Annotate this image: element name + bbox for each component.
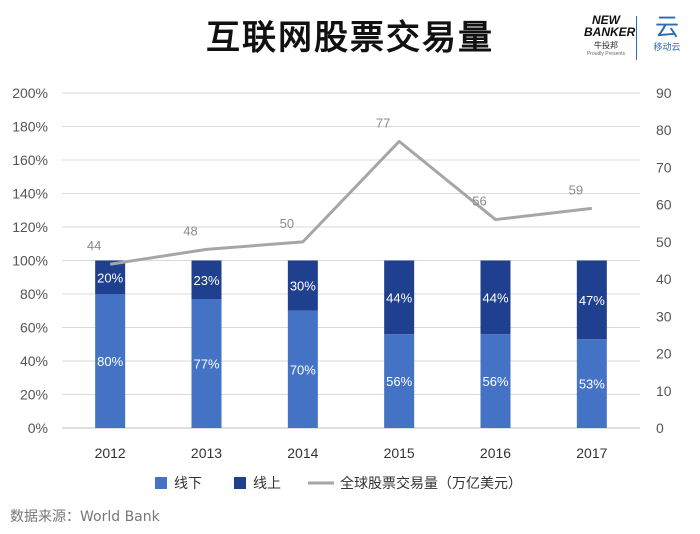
- y-right-tick-label: 10: [656, 383, 672, 399]
- y-left-tick-label: 200%: [12, 85, 48, 101]
- bar-online: [576, 260, 607, 340]
- x-tick-label: 2013: [191, 445, 222, 461]
- legend-label-line: 全球股票交易量（万亿美元）: [340, 475, 522, 492]
- bar-offline-label: 56%: [386, 374, 412, 389]
- x-tick-label: 2012: [95, 445, 126, 461]
- x-tick-label: 2017: [576, 445, 607, 461]
- bar-offline-label: 80%: [97, 354, 123, 369]
- x-tick-label: 2015: [384, 445, 415, 461]
- legend-swatch-online: [234, 477, 246, 489]
- newbanker-logo-subtitle: 牛投邦: [594, 41, 618, 50]
- y-right-tick-label: 60: [656, 197, 672, 213]
- bar-online-label: 44%: [482, 290, 508, 305]
- bar-online: [191, 260, 222, 300]
- y-right-tick-label: 0: [656, 420, 664, 436]
- volume-line: [109, 139, 593, 266]
- mobile-cloud-logo-text: 移动云: [653, 43, 681, 53]
- bar-offline: [191, 299, 222, 428]
- y-right-tick-label: 50: [656, 234, 672, 250]
- bar-online-label: 47%: [579, 293, 605, 308]
- bar-online-label: 30%: [290, 279, 316, 294]
- volume-data-label: 44: [87, 238, 101, 253]
- y-left-tick-label: 180%: [12, 119, 48, 135]
- y-right-tick-label: 90: [656, 85, 672, 101]
- legend-swatch-offline: [155, 477, 167, 489]
- bar-online-label: 23%: [193, 273, 219, 288]
- bar-online: [384, 260, 415, 335]
- volume-data-label: 50: [280, 216, 294, 231]
- bar-offline: [287, 310, 318, 428]
- newbanker-logo-text: NEW BANKER: [584, 13, 636, 39]
- bar-online: [480, 260, 511, 335]
- bar-online: [287, 260, 318, 311]
- bar-online-label: 20%: [97, 270, 123, 285]
- y-right-tick-label: 30: [656, 308, 672, 324]
- y-right-tick-label: 70: [656, 159, 672, 175]
- y-left-tick-label: 140%: [12, 186, 48, 202]
- y-left-tick-label: 40%: [20, 353, 48, 369]
- bar-offline: [576, 339, 607, 428]
- volume-data-label: 48: [183, 223, 197, 238]
- bar-online-label: 44%: [386, 290, 412, 305]
- y-right-tick-label: 80: [656, 122, 672, 138]
- bar-offline-label: 70%: [290, 362, 316, 377]
- x-tick-label: 2014: [287, 445, 318, 461]
- y-right-tick-label: 20: [656, 346, 672, 362]
- y-left-tick-label: 80%: [20, 286, 48, 302]
- bar-offline: [95, 294, 126, 428]
- bar-offline-label: 77%: [193, 357, 219, 372]
- y-left-tick-label: 100%: [12, 253, 48, 269]
- chart-title: 互联网股票交易量: [206, 18, 494, 58]
- cloud-glyph-icon: 云: [655, 13, 679, 41]
- legend-label-online: 线上: [253, 476, 281, 492]
- x-tick-label: 2016: [480, 445, 511, 461]
- data-source: 数据来源：World Bank: [10, 509, 160, 525]
- bar-offline: [384, 334, 415, 428]
- y-right-tick-label: 40: [656, 271, 672, 287]
- newbanker-logo-tagline: Proudly Presents: [586, 51, 626, 57]
- volume-data-label: 56: [472, 194, 486, 209]
- mobile-cloud-logo: 云 移动云: [642, 14, 692, 53]
- legend-label-offline: 线下: [174, 476, 202, 492]
- bar-offline: [480, 334, 511, 428]
- volume-data-label: 77: [376, 115, 390, 130]
- bar-offline-label: 56%: [482, 374, 508, 389]
- bar-online: [95, 260, 126, 294]
- y-left-tick-label: 0%: [28, 420, 48, 436]
- y-left-tick-label: 160%: [12, 152, 48, 168]
- y-left-tick-label: 20%: [20, 387, 48, 403]
- volume-data-label: 59: [569, 182, 583, 197]
- y-left-tick-label: 120%: [12, 219, 48, 235]
- logo-divider: [636, 16, 637, 60]
- newbanker-logo: NEW BANKER 牛投邦 Proudly Presents: [584, 13, 636, 58]
- bar-offline-label: 53%: [579, 377, 605, 392]
- y-left-tick-label: 60%: [20, 320, 48, 336]
